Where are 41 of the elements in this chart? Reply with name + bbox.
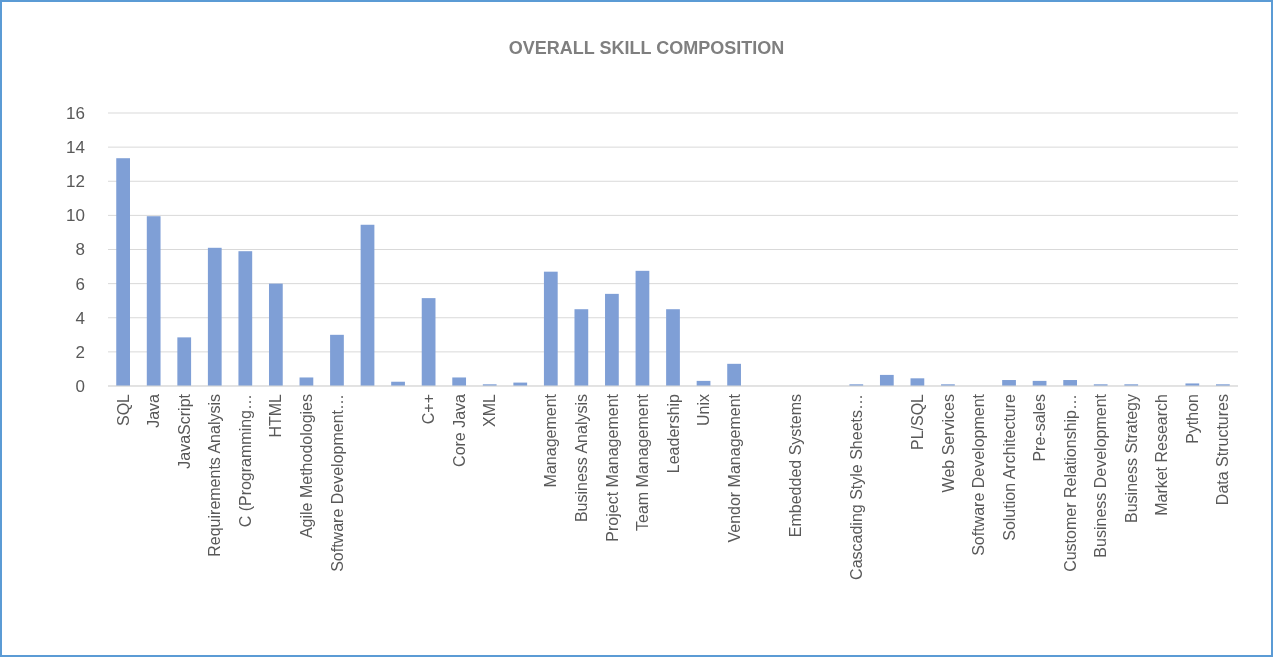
y-tick-label: 8 xyxy=(75,240,85,260)
x-tick-label: Pre-sales xyxy=(1031,394,1049,462)
x-tick-label: Team Management xyxy=(634,393,652,531)
y-tick-label: 10 xyxy=(66,206,85,226)
y-tick-label: 0 xyxy=(75,376,85,396)
x-tick-label: Solution Architecture xyxy=(1000,393,1018,541)
x-tick-label: Web Services xyxy=(939,394,957,493)
x-tick-label: Vendor Management xyxy=(725,393,743,543)
chart-title: OVERALL SKILL COMPOSITION xyxy=(508,38,785,58)
x-tick-label: Core Java xyxy=(450,393,468,467)
y-tick-label: 2 xyxy=(75,342,85,362)
x-tick-label: JavaScript xyxy=(175,393,193,469)
x-tick-label: Requirements Analysis xyxy=(206,394,224,557)
y-tick-label: 4 xyxy=(75,308,85,328)
x-tick-label: Project Management xyxy=(603,393,621,542)
y-tick-label: 12 xyxy=(66,172,85,192)
x-tick-label: HTML xyxy=(267,393,285,438)
x-tick-label: C (Programming… xyxy=(236,394,254,528)
x-tick-label: Market Research xyxy=(1153,394,1171,516)
x-tick-label: Agile Methodologies xyxy=(298,394,316,539)
x-tick-label: SQL xyxy=(114,393,132,427)
x-tick-label: Data Structures xyxy=(1214,394,1232,506)
x-tick-label: Business Analysis xyxy=(572,394,590,523)
x-tick-label: Management xyxy=(542,393,560,488)
y-tick-label: 6 xyxy=(75,274,85,294)
x-tick-label: Python xyxy=(1183,394,1201,444)
x-tick-label: Embedded Systems xyxy=(786,394,804,538)
x-tick-label: C++ xyxy=(420,394,438,425)
x-tick-label: Java xyxy=(145,393,163,428)
x-tick-label: Business Development xyxy=(1092,393,1110,558)
x-tick-label: Software Development… xyxy=(328,394,346,572)
x-tick-label: Customer Relationship… xyxy=(1061,394,1079,572)
x-tick-label: Leadership xyxy=(664,393,682,474)
y-tick-label: 14 xyxy=(66,138,85,158)
x-tick-label: Unix xyxy=(695,394,713,427)
x-tick-label: Software Development xyxy=(970,393,988,556)
x-tick-label: Cascading Style Sheets… xyxy=(847,394,865,580)
x-tick-label: PL/SQL xyxy=(908,393,926,451)
x-tick-label: Business Strategy xyxy=(1122,394,1140,523)
x-tick-label: XML xyxy=(481,393,499,427)
y-tick-label: 16 xyxy=(66,103,85,123)
